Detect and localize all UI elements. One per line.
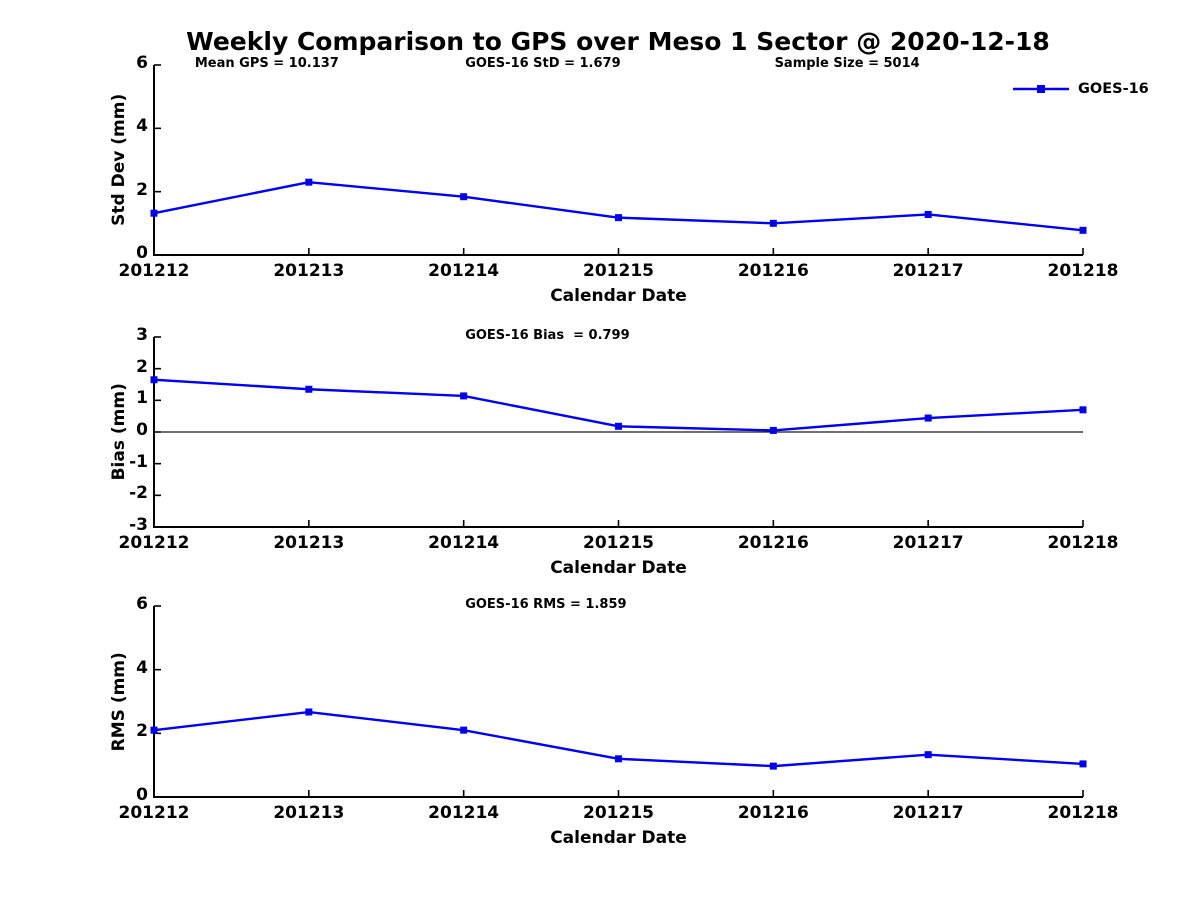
y-tick-label: 0 [136,243,148,263]
x-tick-label: 201213 [273,261,345,281]
x-tick-label: 201217 [892,803,964,823]
x-tick-label: 201218 [1047,803,1119,823]
x-tick-label: 201217 [892,533,964,553]
panel-annotation: GOES-16 StD = 1.679 [465,56,621,71]
data-point-marker [305,385,313,393]
y-axis-label: Bias (mm) [109,383,130,481]
x-axis-label: Calendar Date [550,828,687,848]
x-tick-label: 201215 [583,803,654,823]
panel-annotation: GOES-16 Bias = 0.799 [465,328,630,343]
y-tick-label: 1 [136,388,148,409]
y-axis-label: Std Dev (mm) [109,93,130,226]
data-point-marker [924,751,932,759]
y-tick-label: 4 [136,116,148,137]
data-point-marker [305,708,313,716]
data-point-marker [924,414,932,422]
series-line-goes-16 [153,180,1084,232]
y-tick-label: 4 [136,657,148,678]
data-point-marker [460,726,468,734]
y-tick-label: 3 [136,325,148,345]
x-tick-label: 201215 [583,533,654,553]
x-axis-label: Calendar Date [550,286,687,306]
x-tick-label: 201212 [118,803,190,823]
x-tick-label: 201212 [118,261,190,281]
legend-square-marker [1037,85,1045,93]
x-tick-label: 201214 [428,533,500,553]
legend-line-sample [1013,85,1069,93]
data-point-marker [615,755,622,763]
x-tick-label: 201217 [892,261,964,281]
x-tick-label: 201216 [737,803,809,823]
data-point-marker [150,376,158,384]
y-tick-label: 6 [136,594,148,614]
y-tick-label: -1 [129,451,148,472]
x-tick-label: 201218 [1047,533,1119,553]
data-point-marker [1079,226,1087,234]
figure-title: Weekly Comparison to GPS over Meso 1 Sec… [186,27,1050,56]
x-tick-label: 201212 [118,533,190,553]
legend-label: GOES-16 [1078,81,1149,97]
x-tick-label: 201218 [1047,261,1119,281]
data-point-marker [1079,760,1087,768]
y-tick-label: -2 [129,483,148,504]
data-point-marker [150,726,158,734]
data-point-marker [924,210,932,218]
x-tick-label: 201216 [737,533,809,553]
y-tick-label: 6 [136,53,148,73]
x-tick-label: 201214 [428,261,500,281]
y-tick-label: 2 [136,721,148,742]
data-point-marker [460,392,468,400]
panel-annotation: Sample Size = 5014 [774,56,920,71]
x-tick-label: 201214 [428,803,500,823]
y-tick-label: 2 [136,356,148,377]
data-point-marker [615,214,622,222]
data-point-marker [305,178,313,186]
x-axis-label: Calendar Date [550,558,687,578]
data-point-marker [769,426,777,434]
x-tick-label: 201213 [273,803,345,823]
data-point-marker [1079,406,1087,414]
legend: GOES-16 [1012,81,1149,97]
data-point-marker [460,193,468,201]
data-point-marker [615,422,622,430]
y-tick-label: 2 [136,179,148,200]
y-tick-label: 0 [136,785,148,805]
y-axis-label: RMS (mm) [109,651,130,751]
data-point-marker [769,219,777,227]
x-tick-label: 201213 [273,533,345,553]
data-point-marker [769,762,777,770]
x-tick-label: 201216 [737,261,809,281]
y-tick-label: 0 [136,420,148,440]
y-tick-label: -3 [129,515,148,535]
x-tick-label: 201215 [583,261,654,281]
panel-annotation: Mean GPS = 10.137 [194,56,339,71]
panel-annotation: GOES-16 RMS = 1.859 [465,597,627,612]
data-point-marker [150,209,158,217]
